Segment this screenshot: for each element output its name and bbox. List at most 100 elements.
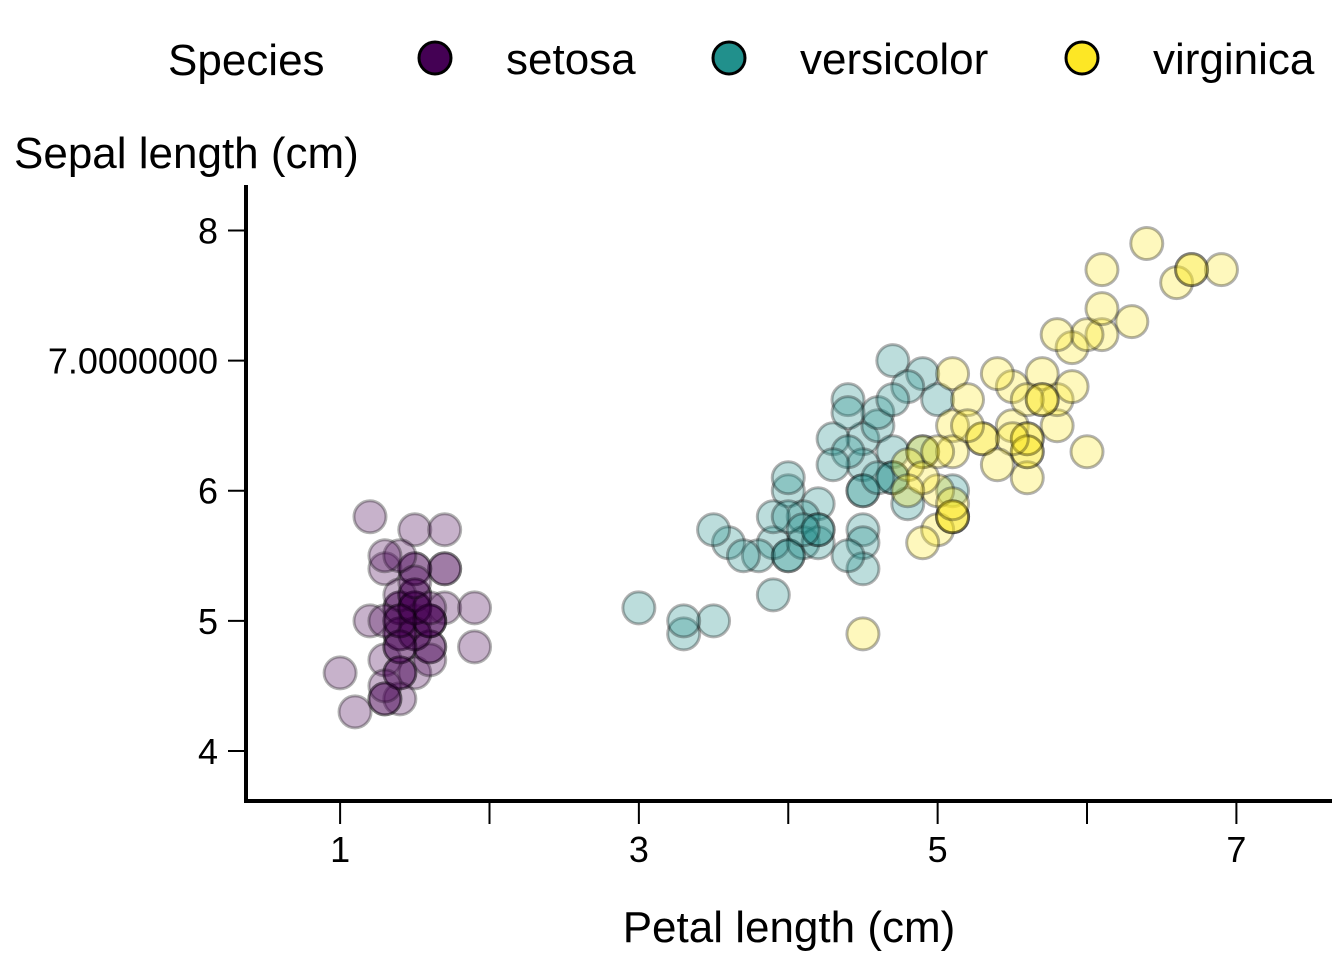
point-virginica <box>935 356 971 392</box>
point-versicolor <box>860 395 896 431</box>
point-setosa <box>382 603 418 639</box>
point-setosa <box>412 603 448 639</box>
y-tick-label: 6 <box>198 471 218 512</box>
point-virginica <box>1203 252 1239 288</box>
point-setosa <box>337 694 373 730</box>
point-setosa <box>382 577 418 613</box>
point-virginica <box>1054 330 1090 366</box>
point-versicolor <box>770 538 806 574</box>
point-virginica <box>905 460 941 496</box>
point-versicolor <box>830 395 866 431</box>
point-versicolor <box>696 603 732 639</box>
point-setosa <box>397 590 433 626</box>
legend-entry-versicolor: versicolor <box>711 35 988 84</box>
point-setosa <box>412 642 448 678</box>
point-virginica <box>1084 252 1120 288</box>
point-versicolor <box>875 460 911 496</box>
point-virginica <box>1114 304 1150 340</box>
point-setosa <box>412 590 448 626</box>
point-versicolor <box>785 512 821 548</box>
point-setosa <box>367 681 403 717</box>
legend-swatch-virginica <box>1064 40 1100 76</box>
point-virginica <box>979 356 1015 392</box>
point-versicolor <box>875 460 911 496</box>
x-axis-title: Petal length (cm) <box>623 903 956 952</box>
point-versicolor <box>785 499 821 535</box>
point-versicolor <box>845 421 881 457</box>
point-setosa <box>412 629 448 665</box>
point-versicolor <box>890 486 926 522</box>
legend-label-virginica: virginica <box>1153 35 1315 84</box>
x-tick-label: 1 <box>330 829 350 870</box>
legend-entry-virginica: virginica <box>1064 35 1315 84</box>
point-versicolor <box>860 460 896 496</box>
point-versicolor <box>755 525 791 561</box>
point-virginica <box>1039 382 1075 418</box>
point-virginica <box>950 408 986 444</box>
point-versicolor <box>935 473 971 509</box>
point-setosa <box>397 577 433 613</box>
point-setosa <box>382 681 418 717</box>
point-virginica <box>1039 408 1075 444</box>
series-setosa <box>322 499 493 730</box>
point-setosa <box>322 655 358 691</box>
point-setosa <box>457 590 493 626</box>
point-versicolor <box>696 512 732 548</box>
point-virginica <box>1009 434 1045 470</box>
point-virginica <box>890 473 926 509</box>
point-versicolor <box>815 421 851 457</box>
point-virginica <box>950 382 986 418</box>
legend-label-versicolor: versicolor <box>800 35 988 84</box>
point-virginica <box>1039 317 1075 353</box>
legend-title: Species <box>168 36 325 85</box>
series-versicolor <box>621 343 971 652</box>
series-virginica <box>845 226 1239 652</box>
point-versicolor <box>800 525 836 561</box>
y-tick-label: 4 <box>198 731 218 772</box>
point-virginica <box>1009 421 1045 457</box>
point-setosa <box>367 603 403 639</box>
point-virginica <box>1159 265 1195 301</box>
point-virginica <box>935 486 971 522</box>
point-versicolor <box>725 538 761 574</box>
point-virginica <box>1024 382 1060 418</box>
point-setosa <box>382 629 418 665</box>
point-virginica <box>1084 291 1120 327</box>
y-tick-label: 5 <box>198 601 218 642</box>
point-versicolor <box>770 538 806 574</box>
point-setosa <box>382 616 418 652</box>
point-setosa <box>382 590 418 626</box>
point-versicolor <box>785 525 821 561</box>
point-setosa <box>397 616 433 652</box>
point-setosa <box>382 616 418 652</box>
point-setosa <box>397 577 433 613</box>
point-setosa <box>397 590 433 626</box>
point-versicolor <box>666 603 702 639</box>
point-versicolor <box>920 382 956 418</box>
point-versicolor <box>770 499 806 535</box>
point-setosa <box>397 655 433 691</box>
point-versicolor <box>755 577 791 613</box>
point-virginica <box>1024 356 1060 392</box>
point-virginica <box>890 447 926 483</box>
point-setosa <box>367 668 403 704</box>
point-setosa <box>412 603 448 639</box>
point-virginica <box>920 512 956 548</box>
point-virginica <box>1024 382 1060 418</box>
point-setosa <box>427 512 463 548</box>
point-setosa <box>367 551 403 587</box>
point-versicolor <box>830 382 866 418</box>
y-axis-ticks: 4 5 6 7.0000000 8 <box>48 211 246 772</box>
point-setosa <box>457 629 493 665</box>
point-versicolor <box>830 538 866 574</box>
point-virginica <box>964 421 1000 457</box>
y-tick-label: 7.0000000 <box>48 341 218 382</box>
point-versicolor <box>800 486 836 522</box>
point-setosa <box>382 603 418 639</box>
point-setosa <box>382 629 418 665</box>
point-virginica <box>994 408 1030 444</box>
point-versicolor <box>740 538 776 574</box>
point-setosa <box>397 603 433 639</box>
point-setosa <box>367 681 403 717</box>
